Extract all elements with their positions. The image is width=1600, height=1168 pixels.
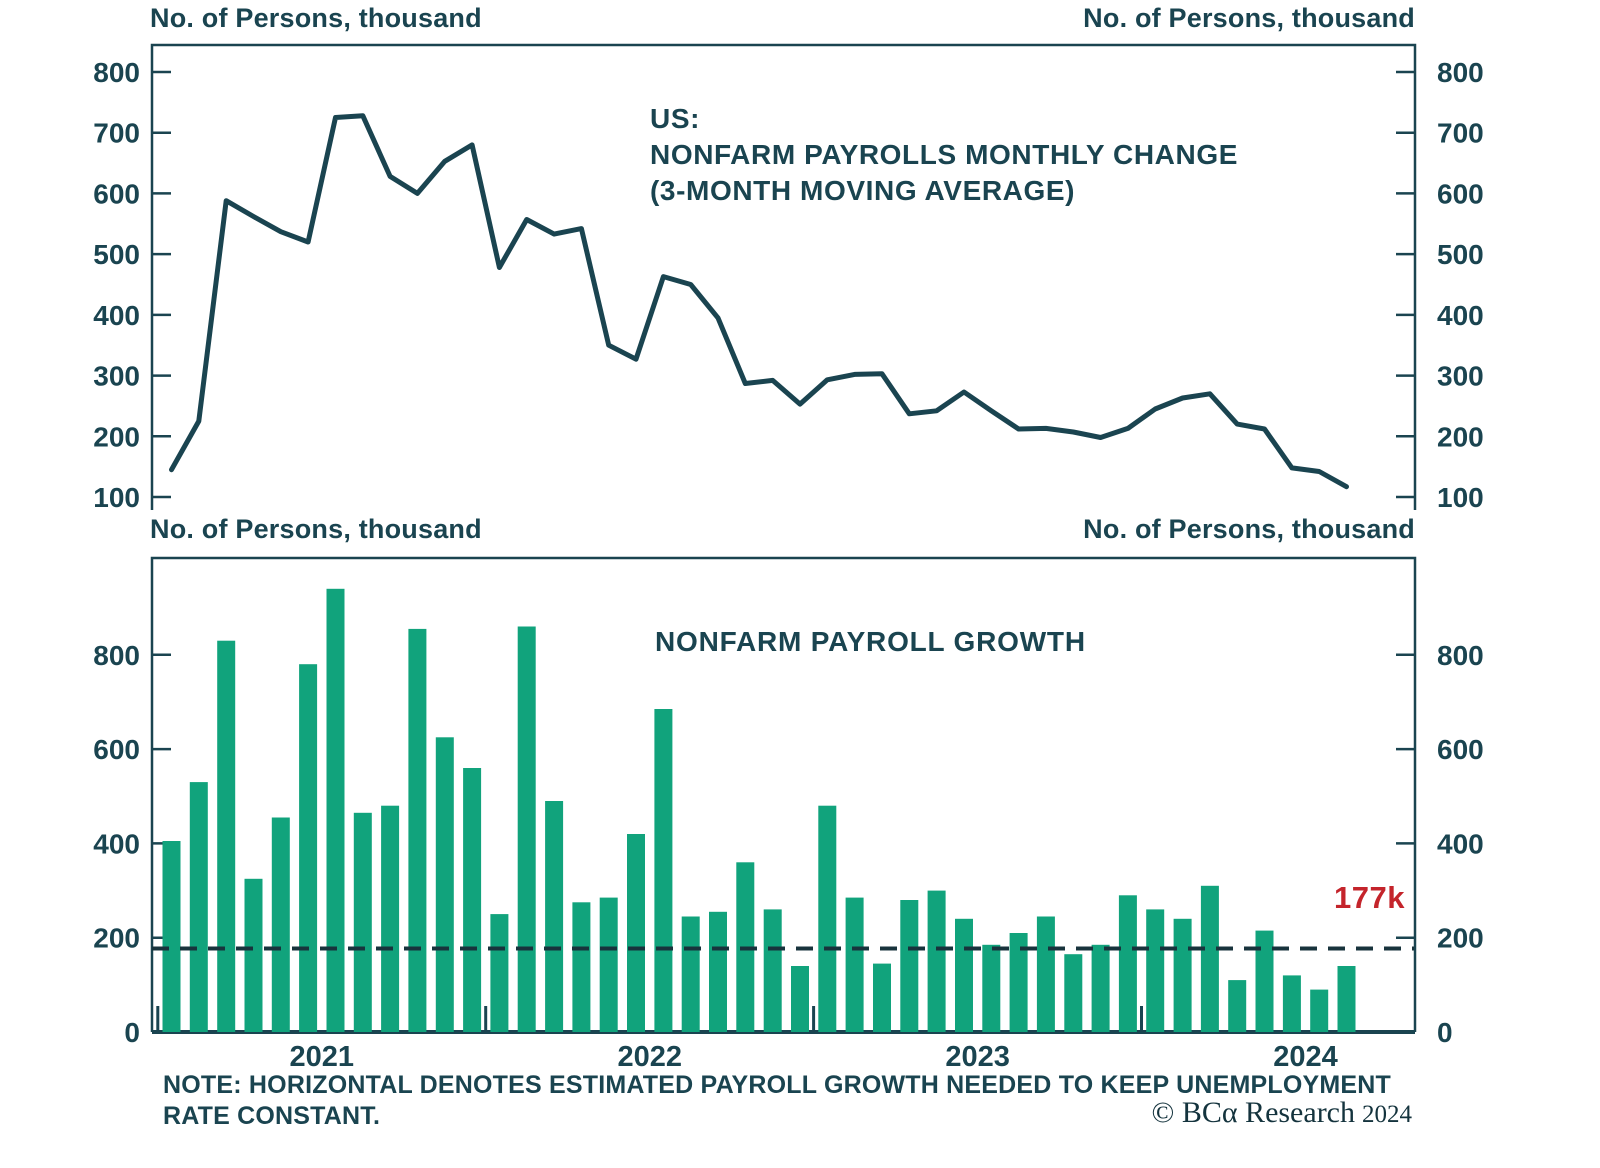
bar [1337,966,1356,1032]
bar [627,834,645,1032]
bar [271,817,290,1032]
svg-text:600: 600 [1437,734,1484,765]
svg-text:700: 700 [1437,118,1484,149]
bar-chart-frame [150,556,1417,1032]
copyright: © BCα Research 2024 [1152,1096,1412,1130]
bar [435,737,454,1032]
bar [1255,930,1274,1032]
bar [818,805,837,1032]
svg-text:100: 100 [93,482,140,513]
svg-text:0: 0 [1437,1017,1453,1048]
year-label: 2024 [1273,1041,1338,1073]
bar [217,640,236,1032]
svg-text:200: 200 [93,923,140,954]
footnote-line2: RATE CONSTANT. [163,1102,381,1130]
payroll-bars [162,588,1356,1032]
line-chart-title-line1: US: [650,103,701,134]
bar [955,918,973,1032]
payrolls-3mma-line-chart: 800 800 700 700 600 600 500 500 400 400 300 300 200 2… [93,43,1484,513]
bar [599,897,618,1032]
bar [654,709,673,1032]
bar [299,664,318,1032]
bar [845,897,864,1032]
bar-chart-title: NONFARM PAYROLL GROWTH [655,626,1086,657]
bar [982,944,1001,1032]
svg-text:400: 400 [1437,828,1484,859]
axis-title-top-left: No. of Persons, thousand [150,3,482,33]
bar [1228,980,1247,1032]
bar [517,626,536,1032]
year-label: 2021 [290,1041,355,1073]
svg-text:600: 600 [93,178,140,209]
svg-text:200: 200 [1437,923,1484,954]
bar [244,878,263,1032]
bar [1064,954,1083,1032]
footnote-line1: NOTE: HORIZONTAL DENOTES ESTIMATED PAYRO… [163,1071,1391,1099]
svg-text:800: 800 [1437,640,1484,671]
line-chart-title: US: NONFARM PAYROLLS MONTHLY CHANGE (3-M… [650,101,1238,209]
svg-text:600: 600 [93,734,140,765]
svg-text:500: 500 [93,239,140,270]
bar [681,916,700,1032]
svg-text:400: 400 [93,828,140,859]
axis-title-top-right: No. of Persons, thousand [1083,3,1415,33]
axis-title-bottom-left: No. of Persons, thousand [150,514,482,544]
svg-text:500: 500 [1437,239,1484,270]
bar [1009,933,1028,1032]
bar [1282,975,1301,1032]
bar [1146,909,1165,1032]
line-chart-title-line2: NONFARM PAYROLLS MONTHLY CHANGE [650,139,1238,170]
bar [927,890,946,1032]
copyright-year: 2024 [1362,1101,1412,1128]
svg-text:200: 200 [93,421,140,452]
bar [545,801,564,1032]
svg-text:300: 300 [1437,361,1484,392]
svg-text:100: 100 [1437,482,1484,513]
svg-text:800: 800 [1437,57,1484,88]
threshold-value-label: 177k [1334,880,1405,915]
svg-text:700: 700 [93,118,140,149]
copyright-text: © BCα Research [1151,1096,1355,1129]
bar [1036,916,1055,1032]
bar [1310,989,1329,1032]
bar [763,909,782,1032]
svg-text:200: 200 [1437,421,1484,452]
axis-title-bottom-right: No. of Persons, thousand [1083,514,1415,544]
bar [490,914,509,1032]
bar [463,768,482,1032]
line-chart-title-line3: (3-MONTH MOVING AVERAGE) [650,175,1076,206]
bar [326,588,345,1032]
bar [1200,885,1219,1032]
payroll-growth-bar-chart: 800 800 600 600 400 400 200 200 0 0 2021 2022 2023 20… [93,556,1484,1073]
year-label: 2022 [617,1041,682,1073]
line-chart-frame [150,43,1417,510]
bar [900,900,919,1032]
svg-text:0: 0 [124,1017,140,1048]
svg-text:300: 300 [93,361,140,392]
svg-text:400: 400 [93,300,140,331]
bar [709,911,727,1032]
svg-text:800: 800 [93,640,140,671]
bar [353,812,372,1032]
bar [1118,895,1137,1032]
year-label: 2023 [945,1041,1010,1073]
bar [572,902,591,1032]
bar [381,805,400,1032]
bar [1091,944,1110,1032]
footnote: NOTE: HORIZONTAL DENOTES ESTIMATED PAYRO… [163,1070,1391,1132]
svg-text:800: 800 [93,57,140,88]
3mma-line [169,113,1349,490]
svg-text:600: 600 [1437,178,1484,209]
bar [791,966,809,1032]
bar [1173,918,1192,1032]
bar [408,628,427,1032]
bar [162,841,181,1032]
svg-text:400: 400 [1437,300,1484,331]
bar [189,782,208,1032]
bar [873,963,891,1032]
